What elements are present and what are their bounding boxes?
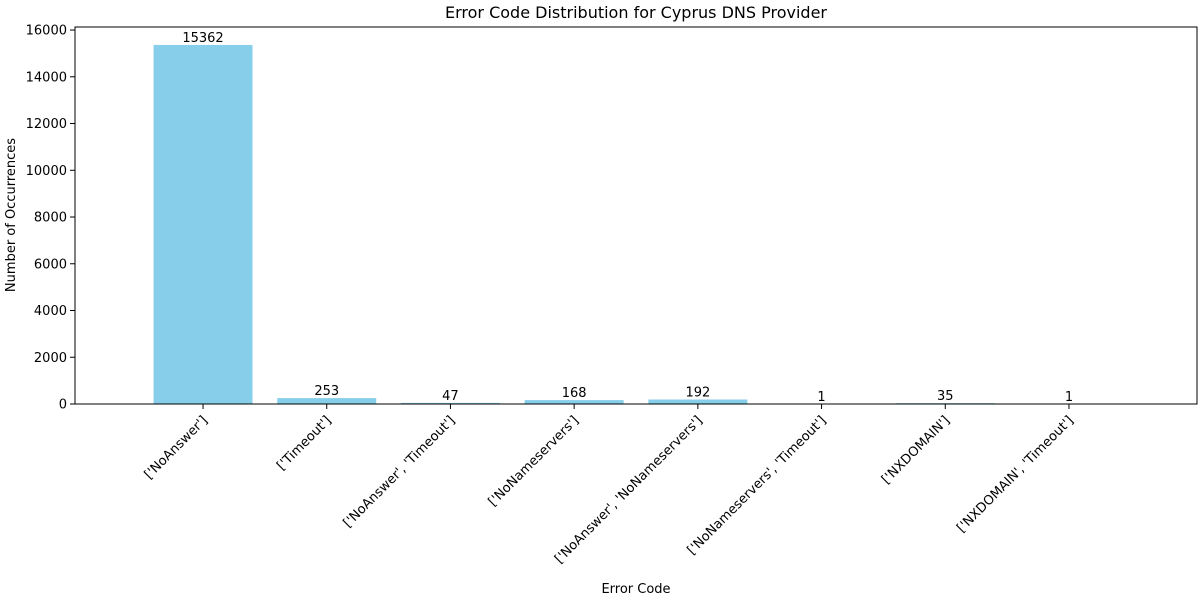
- y-tick-label-1: 2000: [34, 351, 67, 366]
- y-tick-label-3: 6000: [34, 257, 67, 272]
- y-tick-label-8: 16000: [26, 24, 67, 39]
- x-tick-label-7: ['NXDOMAIN', 'Timeout']: [954, 413, 1077, 536]
- data-label-1: 253: [314, 384, 339, 399]
- x-axis-ticks: ['NoAnswer'] ['Timeout']['NoAnswer', 'Tim…: [142, 404, 1077, 567]
- bar-0: [154, 45, 253, 404]
- x-tick-label-1: ['Timeout']: [274, 413, 334, 473]
- x-tick-label-6: ['NXDOMAIN']: [879, 413, 953, 487]
- data-label-6: 35: [937, 389, 954, 404]
- y-axis-ticks: 0 2000 4000 6000 8000 10000 12000 14000 16000: [26, 24, 75, 413]
- y-tick-label-5: 10000: [26, 164, 67, 179]
- x-tick-label-5: ['NoNameservers', 'Timeout']: [685, 413, 830, 558]
- x-axis-label: Error Code: [601, 582, 670, 597]
- data-label-3: 168: [562, 386, 587, 401]
- data-label-0: 15362: [182, 31, 223, 46]
- y-axis-label: Number of Occurrences: [4, 138, 19, 292]
- data-label-7: 1: [1065, 390, 1073, 405]
- x-tick-label-0: ['NoAnswer']: [142, 413, 211, 482]
- data-label-2: 47: [442, 389, 459, 404]
- y-tick-label-7: 14000: [26, 70, 67, 85]
- chart-title: Error Code Distribution for Cyprus DNS P…: [445, 3, 827, 22]
- x-tick-label-3: ['NoNameservers']: [486, 413, 582, 509]
- x-tick-label-2: ['NoAnswer', 'Timeout']: [341, 413, 459, 531]
- data-label-5: 1: [817, 390, 825, 405]
- y-tick-label-6: 12000: [26, 117, 67, 132]
- data-labels-group: 15362 253 47 168 192 1 35 1: [182, 31, 1073, 405]
- y-tick-label-0: 0: [59, 398, 67, 413]
- bars-group: [154, 45, 1119, 404]
- y-tick-label-2: 4000: [34, 304, 67, 319]
- data-label-4: 192: [685, 386, 710, 401]
- y-tick-label-4: 8000: [34, 211, 67, 226]
- x-tick-label-4: ['NoAnswer', 'NoNameservers']: [552, 413, 706, 567]
